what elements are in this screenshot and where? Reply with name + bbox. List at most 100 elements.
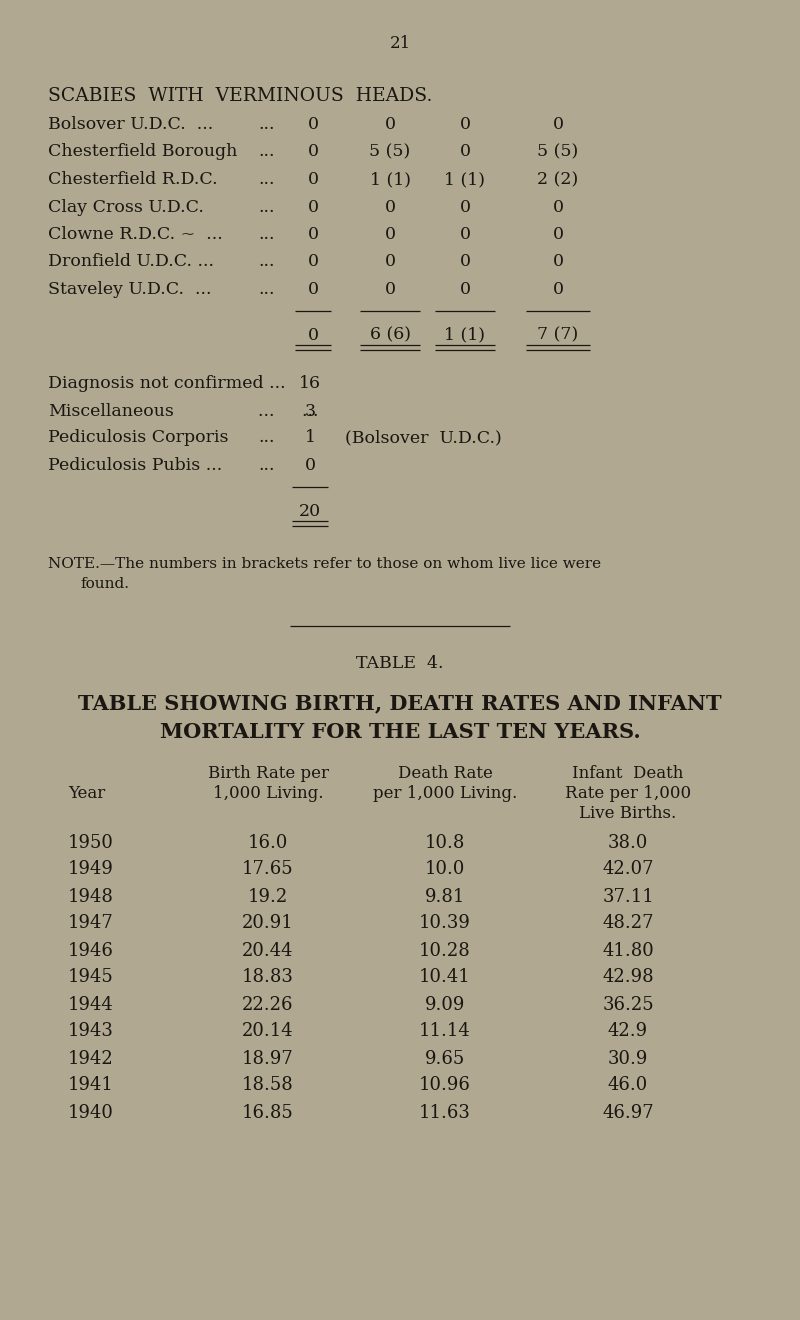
Text: 1949: 1949 bbox=[68, 861, 114, 879]
Text: 0: 0 bbox=[459, 281, 470, 298]
Text: 1,000 Living.: 1,000 Living. bbox=[213, 785, 323, 803]
Text: 0: 0 bbox=[307, 326, 318, 343]
Text: 11.14: 11.14 bbox=[419, 1023, 471, 1040]
Text: 10.28: 10.28 bbox=[419, 941, 471, 960]
Text: 42.07: 42.07 bbox=[602, 861, 654, 879]
Text: 16.0: 16.0 bbox=[248, 833, 288, 851]
Text: Chesterfield R.D.C.: Chesterfield R.D.C. bbox=[48, 172, 218, 187]
Text: 20: 20 bbox=[299, 503, 321, 520]
Text: Live Births.: Live Births. bbox=[579, 805, 677, 822]
Text: 0: 0 bbox=[459, 116, 470, 133]
Text: 9.65: 9.65 bbox=[425, 1049, 465, 1068]
Text: 18.97: 18.97 bbox=[242, 1049, 294, 1068]
Text: Infant  Death: Infant Death bbox=[572, 766, 684, 783]
Text: 1944: 1944 bbox=[68, 995, 114, 1014]
Text: 36.25: 36.25 bbox=[602, 995, 654, 1014]
Text: Rate per 1,000: Rate per 1,000 bbox=[565, 785, 691, 803]
Text: 18.58: 18.58 bbox=[242, 1077, 294, 1094]
Text: 20.14: 20.14 bbox=[242, 1023, 294, 1040]
Text: 0: 0 bbox=[307, 116, 318, 133]
Text: 9.09: 9.09 bbox=[425, 995, 465, 1014]
Text: MORTALITY FOR THE LAST TEN YEARS.: MORTALITY FOR THE LAST TEN YEARS. bbox=[160, 722, 640, 742]
Text: 46.0: 46.0 bbox=[608, 1077, 648, 1094]
Text: ...: ... bbox=[258, 144, 274, 161]
Text: 0: 0 bbox=[305, 457, 315, 474]
Text: ...: ... bbox=[258, 281, 274, 298]
Text: 1946: 1946 bbox=[68, 941, 114, 960]
Text: 10.41: 10.41 bbox=[419, 969, 471, 986]
Text: Clowne R.D.C. ~  ...: Clowne R.D.C. ~ ... bbox=[48, 226, 222, 243]
Text: 0: 0 bbox=[307, 281, 318, 298]
Text: 7 (7): 7 (7) bbox=[538, 326, 578, 343]
Text: Pediculosis Pubis ...: Pediculosis Pubis ... bbox=[48, 457, 222, 474]
Text: 16: 16 bbox=[299, 375, 321, 392]
Text: Staveley U.D.C.  ...: Staveley U.D.C. ... bbox=[48, 281, 211, 298]
Text: 1945: 1945 bbox=[68, 969, 114, 986]
Text: 37.11: 37.11 bbox=[602, 887, 654, 906]
Text: 0: 0 bbox=[553, 198, 563, 215]
Text: Bolsover U.D.C.  ...: Bolsover U.D.C. ... bbox=[48, 116, 214, 133]
Text: 0: 0 bbox=[459, 198, 470, 215]
Text: ...     ...: ... ... bbox=[258, 403, 318, 420]
Text: 0: 0 bbox=[459, 226, 470, 243]
Text: 41.80: 41.80 bbox=[602, 941, 654, 960]
Text: ...: ... bbox=[258, 457, 274, 474]
Text: 0: 0 bbox=[553, 226, 563, 243]
Text: 5 (5): 5 (5) bbox=[370, 144, 410, 161]
Text: 10.0: 10.0 bbox=[425, 861, 465, 879]
Text: 0: 0 bbox=[307, 144, 318, 161]
Text: 0: 0 bbox=[385, 281, 395, 298]
Text: Clay Cross U.D.C.: Clay Cross U.D.C. bbox=[48, 198, 204, 215]
Text: SCABIES  WITH  VERMINOUS  HEADS.: SCABIES WITH VERMINOUS HEADS. bbox=[48, 87, 432, 106]
Text: (Bolsover  U.D.C.): (Bolsover U.D.C.) bbox=[345, 429, 502, 446]
Text: 22.26: 22.26 bbox=[242, 995, 294, 1014]
Text: 46.97: 46.97 bbox=[602, 1104, 654, 1122]
Text: 30.9: 30.9 bbox=[608, 1049, 648, 1068]
Text: TABLE SHOWING BIRTH, DEATH RATES AND INFANT: TABLE SHOWING BIRTH, DEATH RATES AND INF… bbox=[78, 693, 722, 714]
Text: TABLE  4.: TABLE 4. bbox=[356, 656, 444, 672]
Text: 1942: 1942 bbox=[68, 1049, 114, 1068]
Text: 20.44: 20.44 bbox=[242, 941, 294, 960]
Text: ...: ... bbox=[258, 116, 274, 133]
Text: 18.83: 18.83 bbox=[242, 969, 294, 986]
Text: ...: ... bbox=[258, 429, 274, 446]
Text: 10.39: 10.39 bbox=[419, 915, 471, 932]
Text: 10.96: 10.96 bbox=[419, 1077, 471, 1094]
Text: 0: 0 bbox=[553, 253, 563, 271]
Text: 0: 0 bbox=[385, 226, 395, 243]
Text: Birth Rate per: Birth Rate per bbox=[207, 766, 329, 783]
Text: 1943: 1943 bbox=[68, 1023, 114, 1040]
Text: 21: 21 bbox=[390, 36, 410, 51]
Text: 48.27: 48.27 bbox=[602, 915, 654, 932]
Text: 0: 0 bbox=[459, 144, 470, 161]
Text: 0: 0 bbox=[385, 253, 395, 271]
Text: 0: 0 bbox=[459, 253, 470, 271]
Text: 11.63: 11.63 bbox=[419, 1104, 471, 1122]
Text: 20.91: 20.91 bbox=[242, 915, 294, 932]
Text: Pediculosis Corporis: Pediculosis Corporis bbox=[48, 429, 229, 446]
Text: 0: 0 bbox=[307, 226, 318, 243]
Text: Diagnosis not confirmed ...: Diagnosis not confirmed ... bbox=[48, 375, 286, 392]
Text: found.: found. bbox=[80, 578, 129, 591]
Text: 0: 0 bbox=[307, 253, 318, 271]
Text: Chesterfield Borough: Chesterfield Borough bbox=[48, 144, 238, 161]
Text: 17.65: 17.65 bbox=[242, 861, 294, 879]
Text: Year: Year bbox=[68, 785, 106, 803]
Text: 0: 0 bbox=[553, 281, 563, 298]
Text: 9.81: 9.81 bbox=[425, 887, 465, 906]
Text: NOTE.—The numbers in brackets refer to those on whom live lice were: NOTE.—The numbers in brackets refer to t… bbox=[48, 557, 601, 572]
Text: 19.2: 19.2 bbox=[248, 887, 288, 906]
Text: 10.8: 10.8 bbox=[425, 833, 465, 851]
Text: 1947: 1947 bbox=[68, 915, 114, 932]
Text: 1: 1 bbox=[305, 429, 315, 446]
Text: 5 (5): 5 (5) bbox=[538, 144, 578, 161]
Text: 3: 3 bbox=[305, 403, 315, 420]
Text: 1 (1): 1 (1) bbox=[445, 326, 486, 343]
Text: 42.98: 42.98 bbox=[602, 969, 654, 986]
Text: 1941: 1941 bbox=[68, 1077, 114, 1094]
Text: 1940: 1940 bbox=[68, 1104, 114, 1122]
Text: 0: 0 bbox=[307, 172, 318, 187]
Text: Death Rate: Death Rate bbox=[398, 766, 493, 783]
Text: 0: 0 bbox=[385, 198, 395, 215]
Text: 0: 0 bbox=[385, 116, 395, 133]
